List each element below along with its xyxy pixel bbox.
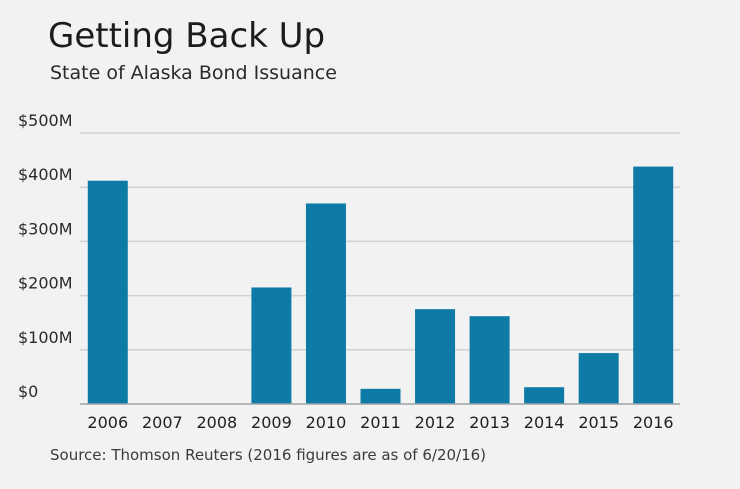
y-tick-label: $500M <box>18 111 73 130</box>
x-tick-label: 2016 <box>633 413 674 432</box>
bar-2015 <box>578 353 619 404</box>
y-tick-label: $200M <box>18 274 73 293</box>
bar-2012 <box>415 309 456 404</box>
bar-2006 <box>87 180 128 404</box>
chart-subtitle: State of Alaska Bond Issuance <box>50 62 337 84</box>
x-tick-label: 2014 <box>524 413 565 432</box>
x-tick-label: 2006 <box>87 413 128 432</box>
x-tick-label: 2009 <box>251 413 292 432</box>
y-tick-label: $100M <box>18 328 73 347</box>
x-tick-label: 2010 <box>306 413 347 432</box>
y-tick-label: $300M <box>18 219 73 238</box>
bar-2014 <box>524 387 565 404</box>
bar-2010 <box>305 203 346 404</box>
x-tick-label: 2015 <box>578 413 619 432</box>
y-tick-label: $400M <box>18 165 73 184</box>
x-tick-label: 2008 <box>197 413 238 432</box>
x-tick-label: 2007 <box>142 413 183 432</box>
chart-title: Getting Back Up <box>48 16 326 56</box>
bar-2009 <box>251 287 292 404</box>
x-tick-label: 2011 <box>360 413 401 432</box>
x-tick-label: 2013 <box>469 413 510 432</box>
bar-2013 <box>469 316 510 404</box>
source-note: Source: Thomson Reuters (2016 figures ar… <box>50 446 487 464</box>
x-tick-label: 2012 <box>415 413 456 432</box>
bar-2011 <box>360 388 401 404</box>
y-tick-label: $0 <box>18 382 38 401</box>
bar-2016 <box>633 166 674 404</box>
